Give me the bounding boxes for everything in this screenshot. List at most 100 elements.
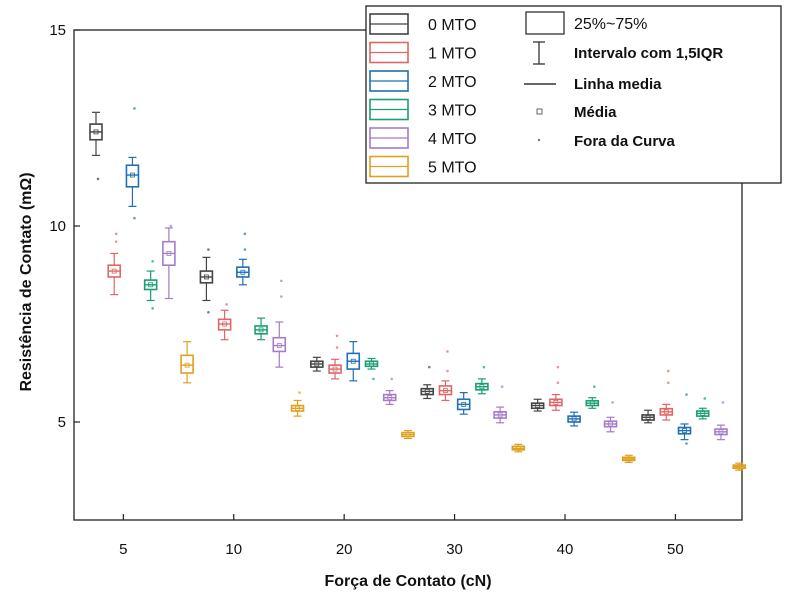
outlier-point	[593, 385, 596, 389]
box-4-mto-20	[382, 377, 397, 405]
outlier-point	[335, 346, 339, 349]
mean-marker	[166, 251, 172, 256]
mean-marker	[111, 268, 117, 274]
box-3-mto-40	[585, 385, 600, 409]
box-1-mto-30	[438, 350, 453, 402]
outlier-point	[556, 365, 560, 369]
outlier-point	[611, 401, 614, 404]
x-axis-title: Força de Contato (cN)	[324, 573, 491, 590]
outlier-point	[279, 279, 283, 283]
x-tick-label: 50	[667, 541, 684, 558]
legend-mean-swatch	[536, 108, 543, 115]
outlier-point	[151, 259, 154, 263]
outlier-point	[243, 248, 247, 251]
mean-marker	[682, 428, 687, 434]
mean-marker	[369, 361, 374, 367]
outlier-point	[335, 334, 339, 338]
box-iqr	[125, 164, 140, 188]
outlier-point	[298, 391, 301, 394]
x-tick-label: 5	[119, 541, 127, 558]
mean-marker	[718, 429, 724, 435]
legend-label-1: 1 MTO	[428, 46, 477, 63]
outlier-point	[114, 232, 118, 236]
mean-marker	[700, 410, 706, 416]
outlier-point	[482, 365, 486, 369]
mean-marker	[130, 172, 135, 178]
mean-marker	[645, 414, 651, 420]
box-5-mto-30	[511, 443, 526, 453]
box-4-mto-5	[162, 224, 176, 300]
box-2-mto-5	[125, 107, 140, 220]
box-2-mto-30	[456, 392, 471, 415]
legend-label-5: 5 MTO	[428, 160, 477, 177]
box-5-mto-50	[732, 462, 746, 471]
outlier-point	[207, 310, 210, 314]
mean-marker	[424, 389, 430, 394]
outlier-point	[133, 216, 136, 220]
y-tick-label: 5	[58, 414, 66, 431]
outlier-point	[666, 369, 670, 373]
legend-box-swatch	[525, 11, 565, 35]
box-3-mto-30	[475, 365, 489, 395]
legend-outlier-label: Fora da Curva	[574, 133, 676, 150]
legend-median-label: Linha media	[574, 76, 662, 93]
box-1-mto-50	[659, 369, 674, 421]
box-2-mto-20	[346, 341, 361, 382]
plot-area	[89, 107, 746, 471]
mean-marker	[663, 409, 669, 415]
mean-marker	[553, 399, 559, 405]
box-5-mto-5	[180, 341, 194, 384]
mean-marker	[443, 388, 448, 394]
legend-series: 0 MTO 1 MTO 2 MTO 3 MTO 4 MTO 5 MTO	[369, 13, 477, 178]
mean-marker	[626, 456, 632, 462]
mean-marker	[387, 395, 393, 401]
y-tick-label: 15	[49, 22, 66, 39]
outlier-point	[114, 240, 118, 243]
outlier-point	[279, 295, 283, 298]
mean-marker	[405, 432, 411, 437]
box-0-mto-30	[420, 365, 435, 400]
box-0-mto-50	[641, 409, 655, 424]
box-3-mto-5	[143, 259, 158, 310]
mean-marker	[571, 416, 577, 422]
y-axis-title: Resistência de Contato (mΩ)	[18, 172, 35, 391]
outlier-point	[721, 401, 725, 404]
box-5-mto-20	[401, 430, 415, 440]
outlier-point	[96, 177, 100, 181]
legend-stats: 25%~75% Intervalo com 1,5IQR Linha media…	[524, 11, 723, 150]
box-3-mto-10	[254, 317, 268, 341]
outlier-point	[207, 248, 210, 251]
box-2-mto-50	[677, 393, 692, 445]
outlier-point	[685, 442, 688, 445]
mean-marker	[736, 464, 742, 470]
box-1-mto-40	[549, 365, 563, 411]
box-iqr	[180, 354, 194, 374]
mean-marker	[497, 412, 503, 418]
mean-marker	[276, 343, 282, 348]
box-0-mto-10	[199, 248, 214, 314]
outlier-point	[500, 385, 504, 389]
legend-frame	[365, 5, 782, 184]
mean-marker	[240, 269, 246, 275]
mean-marker	[93, 129, 99, 135]
mean-marker	[589, 400, 595, 406]
mean-marker	[222, 321, 228, 327]
outlier-point	[556, 381, 560, 385]
mean-marker	[148, 282, 154, 288]
x-axis: 5 10 20 30 40 50	[119, 514, 684, 558]
mean-marker	[461, 401, 467, 407]
box-0-mto-5	[89, 111, 103, 181]
box-3-mto-20	[364, 357, 379, 381]
legend-label-4: 4 MTO	[428, 131, 477, 148]
outlier-point	[243, 232, 247, 236]
box-2-mto-40	[567, 411, 581, 427]
mean-marker	[314, 361, 320, 367]
mean-marker	[258, 327, 264, 333]
x-tick-label: 30	[446, 541, 463, 558]
mean-marker	[608, 421, 613, 427]
mean-marker	[295, 405, 300, 411]
box-5-mto-10	[290, 391, 305, 417]
outlier-point	[151, 307, 154, 310]
